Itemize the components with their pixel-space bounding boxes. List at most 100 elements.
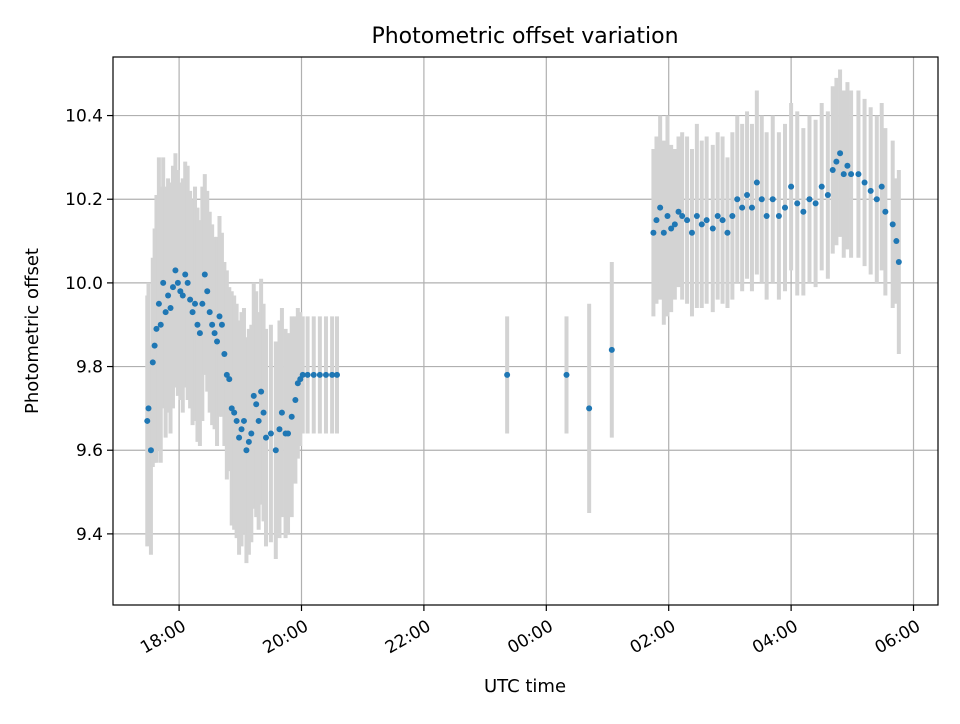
- data-point: [679, 212, 686, 219]
- data-points: [144, 150, 902, 454]
- data-point: [204, 288, 211, 295]
- data-point: [739, 204, 746, 211]
- data-point: [861, 179, 868, 186]
- data-point: [671, 221, 678, 228]
- data-point: [653, 217, 660, 224]
- data-point: [794, 200, 801, 207]
- data-point: [187, 296, 194, 303]
- data-point: [221, 351, 228, 358]
- data-point: [650, 229, 657, 236]
- data-point: [299, 371, 306, 378]
- data-point: [769, 196, 776, 203]
- y-tick-label: 10.2: [65, 190, 103, 210]
- data-point: [288, 413, 295, 420]
- data-point: [248, 430, 255, 437]
- data-point: [226, 376, 233, 383]
- data-point: [703, 217, 710, 224]
- data-point: [267, 430, 274, 437]
- data-point: [278, 409, 285, 416]
- y-axis-label: Photometric offset: [22, 248, 43, 414]
- data-point: [149, 359, 156, 366]
- data-point: [253, 401, 260, 408]
- data-point: [316, 371, 323, 378]
- y-tick-label: 9.8: [76, 358, 103, 378]
- data-point: [276, 426, 283, 433]
- data-point: [153, 325, 160, 332]
- data-point: [240, 417, 247, 424]
- y-tick-label: 9.4: [76, 525, 103, 545]
- data-point: [824, 192, 831, 199]
- data-point: [236, 434, 243, 441]
- data-point: [855, 171, 862, 178]
- data-point: [724, 229, 731, 236]
- data-point: [285, 430, 292, 437]
- data-point: [172, 267, 179, 274]
- data-point: [800, 208, 807, 215]
- data-point: [179, 292, 186, 299]
- data-point: [675, 208, 682, 215]
- data-point: [848, 171, 855, 178]
- data-point: [788, 183, 795, 190]
- data-point: [719, 217, 726, 224]
- plot-frame: [112, 56, 939, 606]
- data-point: [818, 183, 825, 190]
- data-point: [840, 171, 847, 178]
- data-point: [657, 204, 664, 211]
- data-point: [753, 179, 760, 186]
- data-point: [258, 388, 265, 395]
- data-point: [209, 321, 216, 328]
- data-point: [878, 183, 885, 190]
- data-point: [160, 279, 167, 286]
- data-point: [844, 162, 851, 169]
- data-point: [895, 258, 902, 265]
- data-point: [263, 434, 270, 441]
- data-point: [684, 217, 691, 224]
- data-point: [214, 338, 221, 345]
- data-point: [206, 309, 213, 316]
- data-point: [812, 200, 819, 207]
- data-point: [184, 279, 191, 286]
- data-point: [698, 221, 705, 228]
- data-point: [709, 225, 716, 232]
- data-point: [329, 371, 336, 378]
- data-point: [693, 212, 700, 219]
- data-point: [688, 229, 695, 236]
- data-point: [734, 196, 741, 203]
- data-point: [194, 321, 201, 328]
- data-point: [199, 300, 206, 307]
- data-point: [192, 300, 199, 307]
- data-point: [147, 447, 154, 454]
- data-point: [563, 371, 570, 378]
- data-point: [211, 330, 218, 337]
- y-axis-ticks: 9.4 9.6 9.8 10.0 10.2 10.4: [65, 107, 113, 545]
- data-point: [867, 187, 874, 194]
- data-point: [216, 313, 223, 320]
- data-point: [167, 304, 174, 311]
- y-tick-label: 10.0: [65, 274, 103, 294]
- data-point: [322, 371, 329, 378]
- data-point: [304, 371, 311, 378]
- data-point: [744, 192, 751, 199]
- data-point: [238, 426, 245, 433]
- data-point: [233, 417, 240, 424]
- y-tick-label: 9.6: [76, 441, 103, 461]
- data-point: [231, 409, 238, 416]
- data-point: [272, 447, 279, 454]
- data-point: [806, 196, 813, 203]
- data-point: [245, 438, 252, 445]
- data-point: [668, 225, 675, 232]
- data-point: [196, 330, 203, 337]
- y-tick-label: 10.4: [65, 107, 103, 127]
- x-axis-label: UTC time: [484, 676, 566, 697]
- data-point: [250, 392, 257, 399]
- data-point: [781, 204, 788, 211]
- data-point: [201, 271, 208, 278]
- data-point: [165, 292, 172, 299]
- data-point: [157, 321, 164, 328]
- data-point: [893, 238, 900, 245]
- data-point: [664, 212, 671, 219]
- data-point: [608, 346, 615, 353]
- data-point: [292, 397, 299, 404]
- data-point: [889, 221, 896, 228]
